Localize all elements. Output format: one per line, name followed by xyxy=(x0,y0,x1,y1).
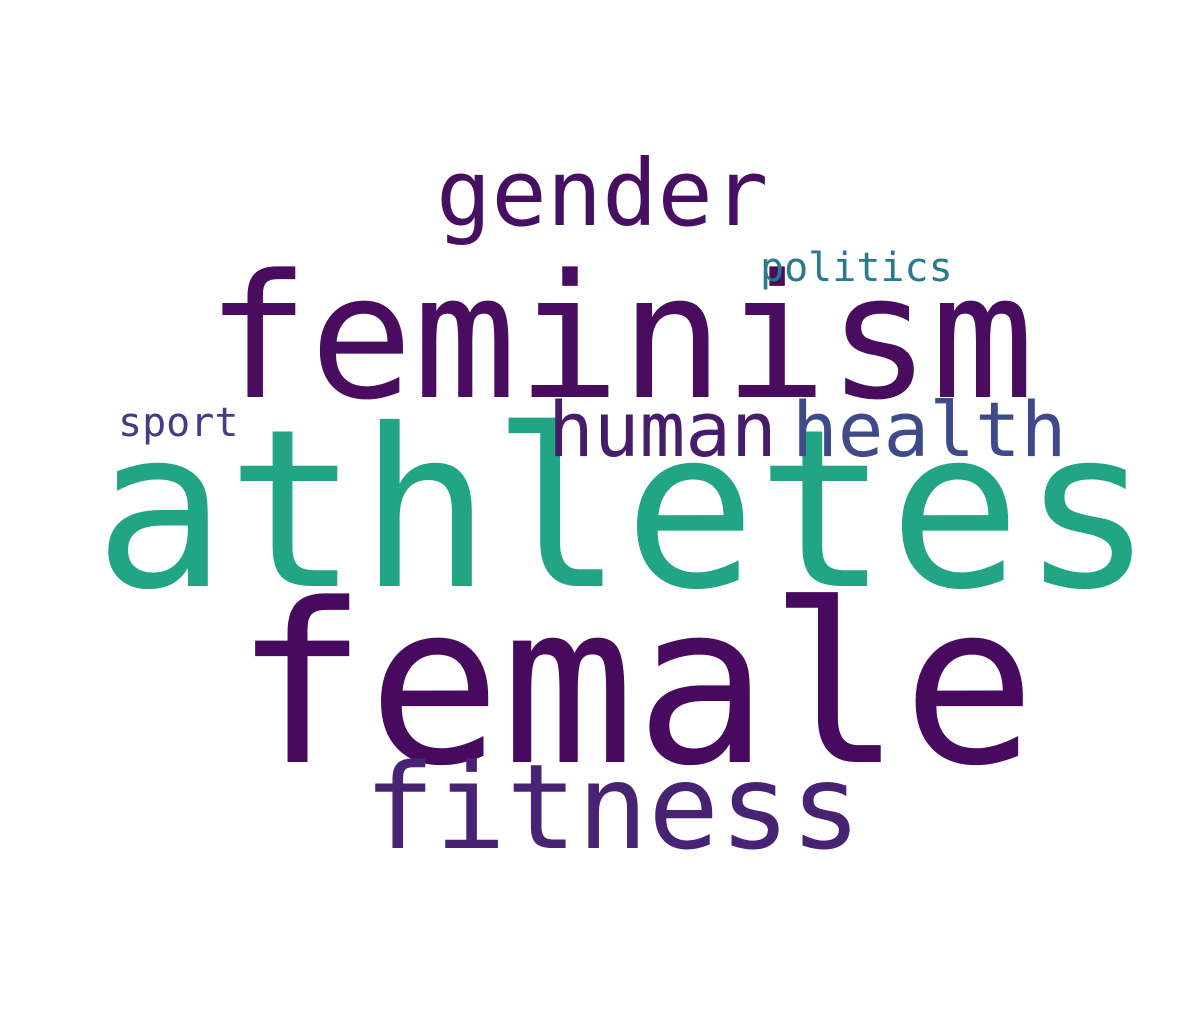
word-human: human xyxy=(548,385,777,474)
word-gender: gender xyxy=(436,140,769,247)
word-sport: sport xyxy=(118,400,239,446)
word-health: health xyxy=(792,385,1067,474)
word-politics: politics xyxy=(760,245,953,291)
word-athletes: athletes xyxy=(94,382,1154,638)
word-fitness: fitness xyxy=(364,738,862,876)
word-female: female xyxy=(234,557,1036,815)
word-feminism: feminism xyxy=(206,237,1035,438)
